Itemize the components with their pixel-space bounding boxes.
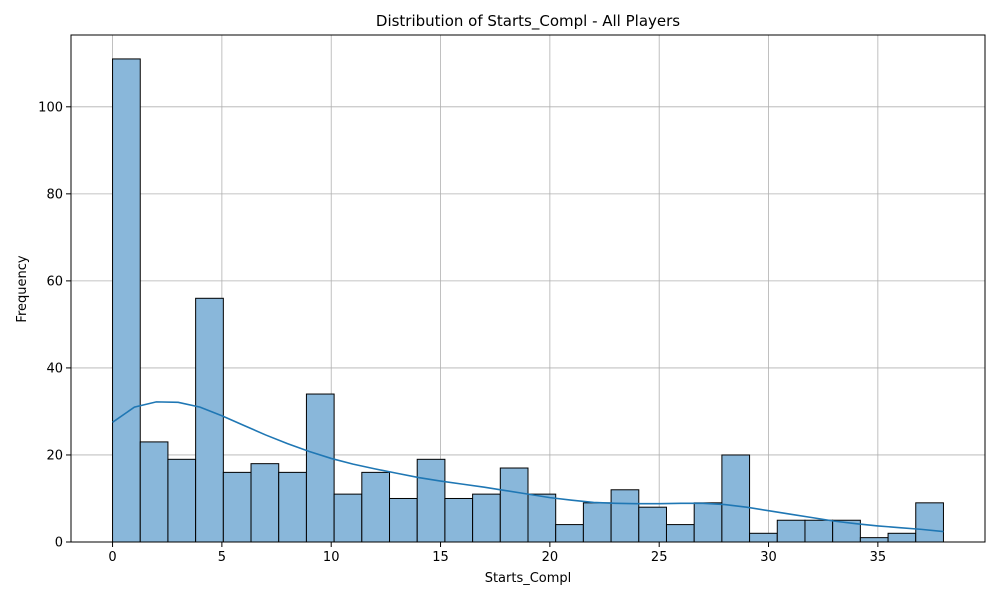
histogram-bar (472, 493, 501, 543)
x-tick-label: 0 (108, 550, 116, 565)
histogram-bar (250, 463, 280, 543)
histogram-bar (776, 519, 806, 543)
histogram-bar (749, 532, 778, 543)
x-tick-label: 25 (651, 550, 668, 565)
histogram-bar (278, 471, 307, 543)
histogram-bar (555, 524, 584, 543)
histogram-bar (665, 524, 695, 543)
x-tick-label: 35 (870, 550, 887, 565)
histogram-bar (887, 532, 917, 543)
histogram-bar (305, 393, 335, 543)
x-tick-label: 10 (323, 550, 340, 565)
histogram-bar (139, 441, 169, 543)
histogram-bar (582, 502, 612, 543)
histogram-bar (361, 471, 391, 543)
x-axis-ticks: 0 5 10 15 20 25 30 35 (108, 542, 886, 565)
y-axis-ticks: 0 20 40 60 80 100 (38, 100, 71, 551)
chart-title: Distribution of Starts_Compl - All Playe… (376, 12, 680, 31)
x-tick-label: 5 (218, 550, 226, 565)
x-tick-label: 30 (760, 550, 777, 565)
histogram-bar (721, 454, 751, 543)
x-tick-label: 15 (432, 550, 449, 565)
histogram-bar (638, 506, 667, 543)
histogram-bar (112, 58, 141, 543)
histogram-bar (195, 297, 224, 543)
y-tick-label: 40 (46, 361, 63, 376)
y-axis-label: Frequency (15, 255, 30, 322)
y-tick-label: 80 (46, 187, 63, 202)
plot-frame (70, 34, 986, 543)
x-axis-label: Starts_Compl (485, 571, 572, 586)
y-tick-label: 100 (38, 100, 63, 115)
histogram-bar (444, 497, 474, 543)
histogram-bar (389, 497, 418, 543)
histogram-bar (499, 467, 529, 543)
y-tick-label: 60 (46, 274, 63, 289)
y-tick-label: 0 (55, 536, 63, 551)
kde-curve (112, 401, 944, 533)
histogram-bar (222, 471, 252, 543)
histogram-bar (527, 493, 557, 543)
histogram-bar (333, 493, 363, 543)
histogram-bar (804, 519, 834, 543)
histogram-bar (859, 537, 889, 543)
histogram-bar (416, 458, 446, 543)
histogram-bar (693, 502, 723, 543)
x-tick-label: 20 (542, 550, 559, 565)
histogram-bar (167, 458, 197, 543)
y-tick-label: 20 (46, 448, 63, 463)
histogram-bars (112, 58, 944, 543)
histogram-bar (610, 489, 640, 543)
histogram-bar (915, 502, 944, 543)
kde-line (112, 401, 944, 533)
